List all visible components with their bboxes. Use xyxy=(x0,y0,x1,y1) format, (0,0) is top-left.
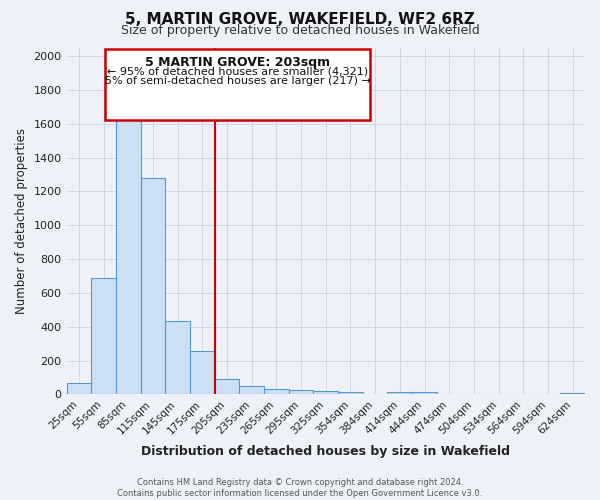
Bar xyxy=(264,390,289,394)
X-axis label: Distribution of detached houses by size in Wakefield: Distribution of detached houses by size … xyxy=(141,444,510,458)
Bar xyxy=(91,278,116,394)
Bar xyxy=(388,392,412,394)
Bar xyxy=(239,386,264,394)
Bar xyxy=(412,392,437,394)
Text: Contains HM Land Registry data © Crown copyright and database right 2024.
Contai: Contains HM Land Registry data © Crown c… xyxy=(118,478,482,498)
Y-axis label: Number of detached properties: Number of detached properties xyxy=(15,128,28,314)
Text: Size of property relative to detached houses in Wakefield: Size of property relative to detached ho… xyxy=(121,24,479,37)
Text: 5, MARTIN GROVE, WAKEFIELD, WF2 6RZ: 5, MARTIN GROVE, WAKEFIELD, WF2 6RZ xyxy=(125,12,475,28)
Bar xyxy=(165,321,190,394)
Bar xyxy=(338,392,363,394)
Bar xyxy=(313,391,338,394)
Bar xyxy=(289,390,313,394)
Bar xyxy=(560,393,585,394)
Bar xyxy=(215,379,239,394)
Bar xyxy=(67,384,91,394)
Bar xyxy=(190,352,215,395)
Text: 5% of semi-detached houses are larger (217) →: 5% of semi-detached houses are larger (2… xyxy=(104,76,371,86)
Text: 5 MARTIN GROVE: 203sqm: 5 MARTIN GROVE: 203sqm xyxy=(145,56,330,69)
FancyBboxPatch shape xyxy=(106,49,370,120)
Bar xyxy=(140,178,165,394)
Text: ← 95% of detached houses are smaller (4,321): ← 95% of detached houses are smaller (4,… xyxy=(107,66,368,76)
Bar xyxy=(116,118,140,394)
